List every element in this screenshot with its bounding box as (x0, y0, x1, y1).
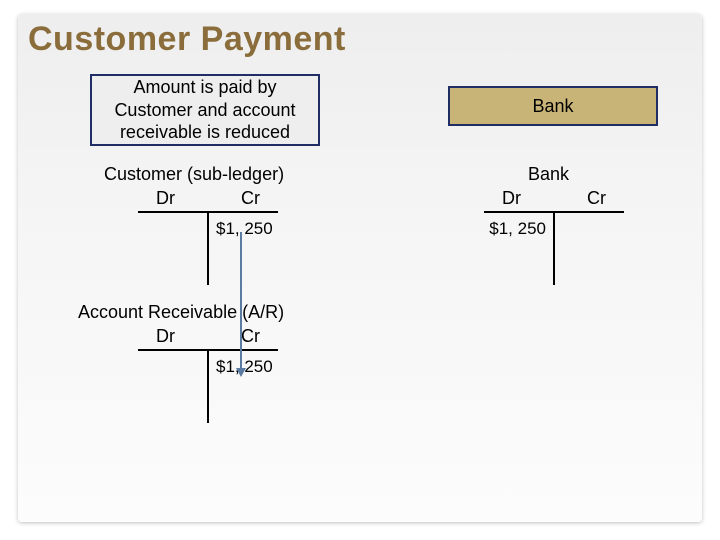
dr-label: Dr (502, 188, 521, 209)
dr-label: Dr (156, 188, 175, 209)
ledger-customer-label: Customer (sub-ledger) (104, 164, 284, 185)
cr-label: Cr (241, 326, 260, 347)
dr-label: Dr (156, 326, 175, 347)
cr-label: Cr (241, 188, 260, 209)
t-body: $1, 250 (138, 213, 278, 285)
cr-label: Cr (587, 188, 606, 209)
t-account-customer: Dr Cr $1, 250 (138, 188, 278, 285)
t-account-ar: Dr Cr $1, 250 (138, 326, 278, 423)
t-head: Dr Cr (138, 326, 278, 351)
bank-dr-value: $1, 250 (489, 219, 554, 239)
callout-customer-text: Amount is paid by Customer and account r… (102, 76, 308, 144)
callout-bank: Bank (448, 86, 658, 126)
callout-customer: Amount is paid by Customer and account r… (90, 74, 320, 146)
ledger-ar-label: Account Receivable (A/R) (78, 302, 284, 323)
t-account-bank: Dr Cr $1, 250 (484, 188, 624, 285)
callout-bank-text: Bank (532, 95, 573, 118)
title-text: Customer Payment (28, 20, 346, 58)
t-body: $1, 250 (484, 213, 624, 285)
arrow-line (240, 232, 242, 368)
t-head: Dr Cr (484, 188, 624, 213)
slide-card: Customer Payment Amount is paid by Custo… (18, 14, 702, 522)
slide-title: Customer Payment (28, 20, 346, 59)
t-head: Dr Cr (138, 188, 278, 213)
arrow-down-icon (236, 368, 246, 377)
t-body: $1, 250 (138, 351, 278, 423)
ledger-bank-label: Bank (528, 164, 569, 185)
